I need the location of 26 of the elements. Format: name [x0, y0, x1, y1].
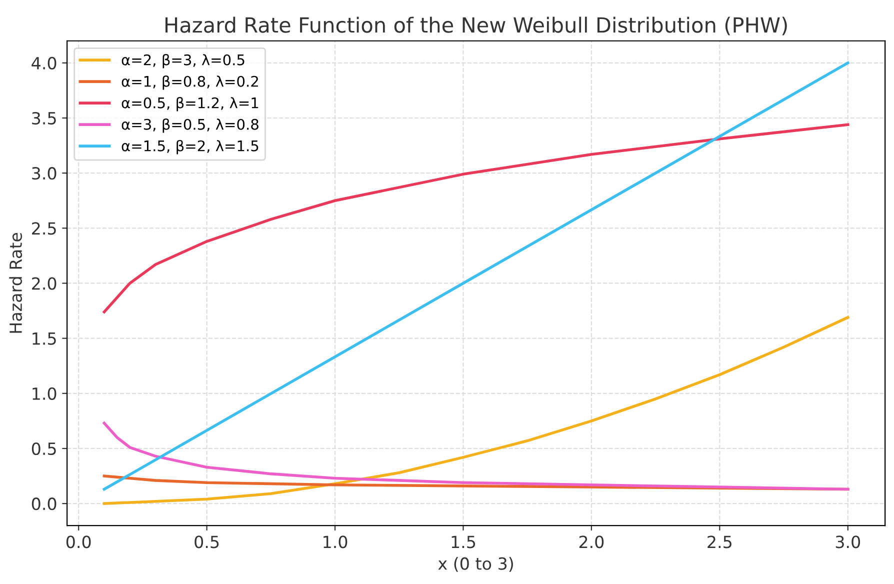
x-tick-label: 2.0 [579, 536, 604, 548]
y-tick-label: 2.0 [32, 277, 56, 290]
legend-label: α=0.5, β=1.2, λ=1 [122, 97, 258, 112]
legend-label: α=1.5, β=2, λ=1.5 [122, 140, 258, 154]
line-series [102, 316, 850, 505]
x-tick-label: 1.5 [452, 536, 476, 548]
x-tick-label: 2.5 [708, 536, 732, 548]
y-tick-label: 1.5 [32, 332, 56, 345]
y-tick-label: 3.0 [32, 167, 56, 180]
legend-label: α=2, β=3, λ=0.5 [122, 54, 244, 68]
x-tick-label: 0.0 [66, 536, 91, 548]
x-tick-label: 3.0 [836, 536, 860, 548]
x-axis-title: x (0 to 3) [438, 557, 513, 572]
line-series [102, 422, 850, 491]
y-tick-label: 4.0 [32, 56, 56, 70]
y-axis-title: Hazard Rate [9, 232, 22, 333]
x-tick-label: 1.0 [324, 536, 348, 548]
legend-label: α=1, β=0.8, λ=0.2 [122, 76, 258, 90]
y-tick-label: 1.0 [32, 387, 56, 400]
y-tick-label: 0.0 [32, 498, 56, 510]
y-tick-label: 2.5 [32, 222, 56, 235]
y-tick-label: 0.5 [32, 442, 56, 456]
chart-title: Hazard Rate Function of the New Weibull Distribution (PHW) [165, 16, 787, 36]
legend-label: α=3, β=0.5, λ=0.8 [122, 118, 258, 133]
y-tick-label: 3.5 [32, 112, 56, 125]
x-tick-label: 0.5 [194, 536, 219, 548]
